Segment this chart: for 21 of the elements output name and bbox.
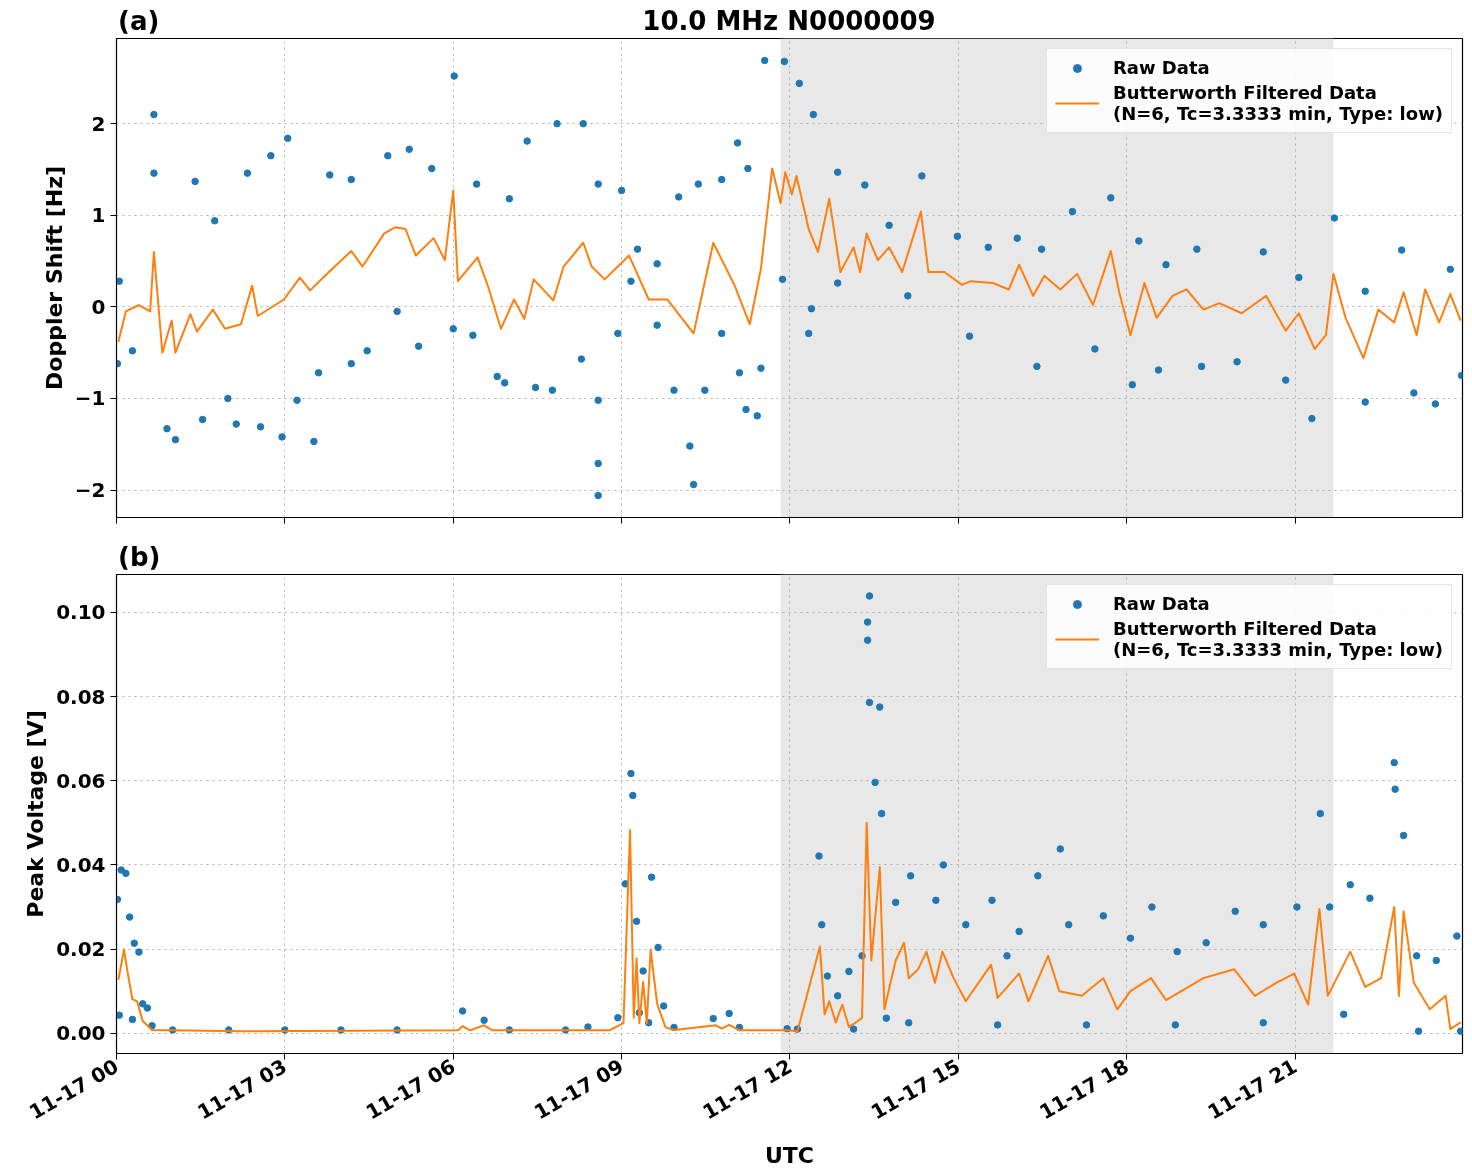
legend-label: Butterworth Filtered Data (N=6, Tc=3.3333 min, Type: low) <box>1112 618 1443 660</box>
legend-label: Raw Data <box>1112 57 1210 78</box>
legend-label: Butterworth Filtered Data (N=6, Tc=3.3333 min, Type: low) <box>1112 82 1443 124</box>
x-axis-title: UTC <box>764 1142 815 1168</box>
y-tick-label: 0.10 <box>56 600 106 625</box>
y-tick-label: 1 <box>91 203 106 228</box>
y-tick-label: −2 <box>74 478 106 503</box>
y-axis-title: Peak Voltage [V] <box>23 710 49 918</box>
y-tick-label: 0.04 <box>56 852 106 877</box>
legend-label: Raw Data <box>1112 593 1210 614</box>
y-tick-label: 0.06 <box>56 768 106 793</box>
text: (a) <box>118 6 160 36</box>
y-tick-label: 0 <box>91 294 106 319</box>
y-tick-label: 0.00 <box>56 1021 106 1046</box>
y-tick-label: 0.02 <box>56 937 106 962</box>
y-tick-label: −1 <box>74 386 106 411</box>
text: (b) <box>118 542 161 572</box>
y-axis-title: Doppler Shift [Hz] <box>41 166 67 390</box>
y-tick-label: 2 <box>91 111 106 136</box>
chart-title: 10.0 MHz N0000009 <box>642 6 936 36</box>
y-tick-label: 0.08 <box>56 684 106 709</box>
